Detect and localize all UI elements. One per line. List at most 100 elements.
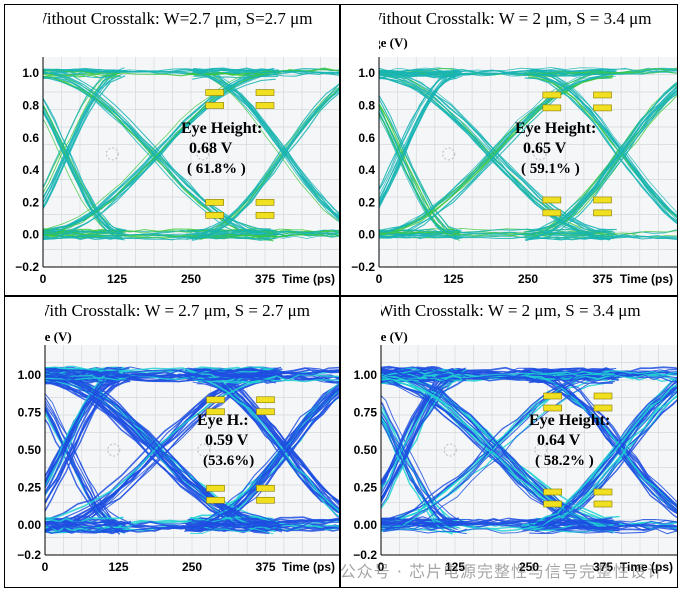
eye-trace	[40, 69, 278, 236]
eye-height-percent: ( 61.8% )	[187, 161, 246, 177]
eye-trace	[37, 373, 273, 527]
y-tick-label: 0.50	[354, 443, 378, 457]
eye-trace	[186, 89, 339, 240]
eye-trace	[377, 371, 615, 383]
eye-trace	[193, 234, 339, 239]
eye-traces	[341, 365, 677, 535]
eye-trace	[41, 519, 278, 534]
eye-trace	[530, 234, 677, 240]
eye-trace	[524, 83, 677, 235]
x-tick-label: 250	[181, 272, 201, 286]
y-tick-label: 1.0	[358, 66, 375, 80]
eye-height-marker	[542, 91, 562, 99]
eye-trace	[371, 77, 610, 239]
y-tick-label: 0.8	[22, 98, 39, 112]
eye-trace	[197, 388, 339, 524]
eye-trace	[383, 376, 620, 532]
eye-trace	[524, 373, 677, 515]
eye-trace	[382, 368, 619, 525]
eye-trace	[532, 67, 677, 72]
eye-trace	[535, 399, 677, 528]
crossing-marker	[442, 147, 456, 161]
eye-trace	[39, 376, 276, 520]
y-tick-label: 0.00	[18, 518, 42, 532]
x-axis-label: Time (ps)	[620, 272, 673, 286]
eye-markers	[443, 392, 613, 508]
eye-height-value: 0.64 V	[537, 432, 581, 449]
eye-trace	[32, 374, 269, 520]
eye-height-marker	[205, 212, 224, 219]
eye-trace	[368, 523, 606, 534]
crossing-marker	[443, 443, 457, 457]
eye-height-marker	[255, 199, 275, 206]
eye-height-marker	[206, 408, 225, 416]
eye-height-value: 0.65 V	[523, 140, 567, 157]
crossing-marker	[533, 147, 547, 161]
eye-height-marker	[256, 408, 275, 416]
y-tick-label: 0.2	[358, 195, 375, 209]
eye-trace	[522, 68, 677, 73]
eye-height-marker	[256, 496, 275, 504]
eye-trace	[190, 366, 339, 374]
panel-title: With Crosstalk: W = 2.7 μm, S = 2.7 μm	[34, 301, 310, 320]
y-tick-label: 0.25	[18, 481, 42, 495]
eye-diagram-plot: 1.00 0.75 0.50 0.25 0.00 −0.20 125 250 375 Time (…	[341, 297, 677, 587]
eye-trace	[190, 68, 339, 76]
y-tick-label: 0.4	[22, 163, 39, 177]
eye-trace	[378, 70, 617, 239]
eye-traces	[5, 66, 339, 242]
eye-trace	[188, 518, 339, 525]
eye-height-marker	[206, 496, 225, 504]
eye-trace	[190, 69, 339, 76]
eye-trace	[535, 520, 677, 531]
eye-trace	[383, 528, 620, 534]
x-tick-label: 125	[445, 560, 465, 574]
eye-height-marker	[542, 104, 562, 112]
x-tick-label: 125	[107, 272, 127, 286]
y-tick-label: −0.2	[353, 548, 377, 562]
eye-height-marker	[256, 484, 275, 492]
eye-height-percent: (53.6%)	[203, 453, 254, 469]
eye-height-label: Eye Height:	[529, 412, 610, 429]
eye-trace	[528, 523, 677, 532]
eye-trace	[44, 374, 280, 384]
eye-trace	[530, 69, 677, 216]
eye-diagram-plot: 1.00 0.75 0.50 0.25 0.00 −0.20 125 250 375 Time (…	[5, 297, 339, 587]
eye-trace	[38, 229, 276, 241]
eye-trace	[198, 395, 339, 531]
eye-trace	[378, 228, 617, 234]
eye-trace	[37, 67, 275, 235]
eye-trace	[185, 229, 339, 236]
y-tick-label: −0.2	[351, 260, 375, 274]
eye-height-marker	[593, 196, 612, 204]
eye-height-marker	[593, 488, 613, 496]
crossing-marker	[196, 147, 210, 161]
eye-trace	[532, 71, 677, 214]
watermark-text: 公众号 · 芯片电源完整性与信号完整性设计	[339, 562, 664, 581]
x-tick-label: 0	[40, 272, 47, 286]
eye-trace	[191, 89, 339, 239]
eye-height-marker	[543, 404, 562, 412]
x-tick-label: 0	[42, 560, 49, 574]
eye-trace	[44, 373, 280, 525]
y-tick-label: 0.6	[22, 131, 39, 145]
eye-trace	[525, 370, 677, 376]
eye-trace	[529, 394, 677, 528]
y-tick-label: 0.50	[18, 443, 42, 457]
eye-trace	[526, 68, 677, 221]
eye-markers	[442, 91, 612, 217]
eye-markers	[107, 396, 275, 504]
eye-trace	[524, 70, 677, 76]
eye-trace	[528, 386, 677, 527]
eye-height-marker	[255, 212, 275, 219]
eye-trace	[376, 231, 614, 237]
x-tick-label: 375	[255, 560, 275, 574]
y-tick-label: 1.00	[354, 368, 378, 382]
eye-height-marker	[543, 488, 562, 496]
eye-trace	[529, 235, 677, 241]
eye-trace	[198, 523, 339, 531]
eye-height-marker	[256, 396, 275, 404]
x-tick-label: 250	[519, 560, 539, 574]
eye-trace	[38, 236, 276, 241]
